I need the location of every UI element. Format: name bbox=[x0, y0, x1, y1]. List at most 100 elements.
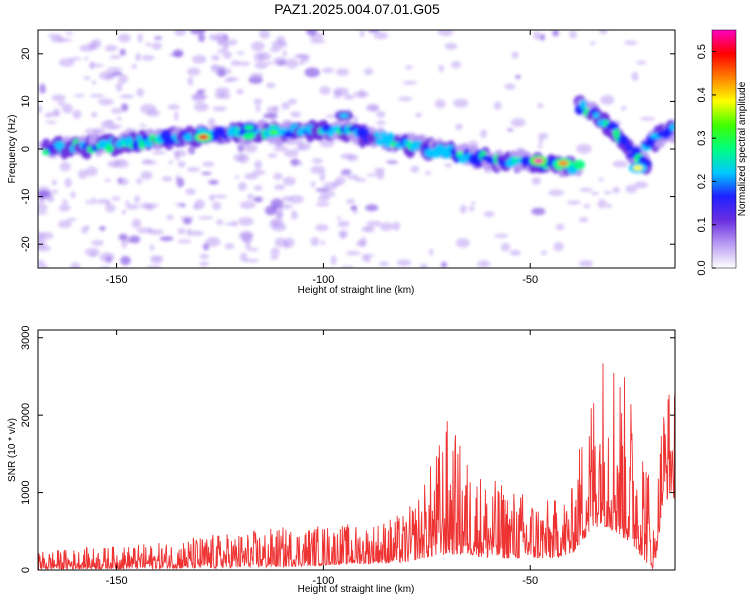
spectrogram-speckle bbox=[172, 49, 184, 58]
spectrogram-speckle bbox=[244, 143, 258, 153]
spectrogram-speckle bbox=[141, 55, 155, 61]
spectrogram-speckle bbox=[190, 30, 206, 35]
spectrogram-speckle bbox=[212, 201, 221, 211]
spectrogram-speckle bbox=[70, 190, 76, 199]
spectrogram-speckle bbox=[354, 178, 367, 182]
spectrogram-speckle bbox=[345, 250, 361, 256]
spectrogram-speckle bbox=[386, 160, 398, 164]
spectrogram-speckle bbox=[111, 196, 121, 201]
spectrogram-speckle bbox=[263, 113, 278, 119]
spectrogram-speckle bbox=[38, 211, 49, 215]
spectrogram-speckle bbox=[62, 199, 68, 205]
spectrogram-speckle bbox=[368, 30, 380, 33]
spectrogram-speckle bbox=[509, 249, 521, 256]
spectrogram-speckle bbox=[185, 188, 196, 195]
spectrogram-speckle bbox=[136, 178, 143, 185]
spectrogram-speckle bbox=[323, 182, 337, 191]
spectrogram-speckle bbox=[57, 220, 73, 228]
spectrogram-speckle bbox=[537, 132, 549, 140]
spectrogram-speckle bbox=[197, 89, 206, 94]
spectrogram-speckle bbox=[175, 202, 184, 207]
snr-y-tick-label: 1000 bbox=[20, 480, 32, 504]
colorbar: 0.0 0.1 0.2 0.3 0.4 0.5 Normalized spectral a… bbox=[696, 29, 748, 276]
spectrogram-speckle bbox=[83, 76, 91, 80]
spectrogram-speckle bbox=[174, 111, 179, 122]
spectrogram-speckle bbox=[281, 102, 291, 110]
spectrogram-speckle bbox=[90, 112, 98, 118]
spectrogram-speckle bbox=[578, 260, 594, 268]
spectrogram-speckle bbox=[510, 118, 526, 127]
spectrogram-speckle bbox=[311, 158, 324, 164]
spectrogram-speckle bbox=[38, 105, 43, 111]
spectrogram-cell bbox=[131, 140, 140, 150]
spectrogram-cell bbox=[373, 131, 381, 139]
spectrogram-speckle bbox=[177, 239, 192, 244]
spectrogram-x-tick-label: -150 bbox=[106, 274, 128, 286]
spectrogram-speckle bbox=[373, 31, 389, 40]
spectrogram-speckle bbox=[504, 83, 516, 90]
spectrogram-speckle bbox=[85, 247, 100, 257]
spectrogram-speckle bbox=[177, 160, 186, 168]
spectrogram-speckle bbox=[118, 74, 129, 84]
spectrogram-speckle bbox=[136, 88, 145, 97]
spectrogram-speckle bbox=[340, 265, 355, 268]
spectrogram-speckle bbox=[553, 241, 564, 252]
spectrogram-speckle bbox=[186, 166, 200, 173]
spectrogram-speckle bbox=[396, 259, 412, 267]
spectrogram-speckle bbox=[624, 40, 638, 46]
spectrogram-speckle bbox=[266, 61, 274, 65]
spectrogram-speckle bbox=[254, 159, 263, 170]
spectrogram-x-axis-label: Height of straight line (km) bbox=[298, 285, 415, 296]
spectrogram-speckle bbox=[468, 206, 475, 212]
spectrogram-speckle bbox=[265, 82, 276, 89]
spectrogram-speckle bbox=[279, 204, 293, 209]
spectrogram-speckle bbox=[73, 94, 85, 98]
spectrogram-speckle bbox=[450, 61, 462, 69]
spectrogram-speckle bbox=[85, 200, 92, 204]
spectrogram-speckle bbox=[45, 120, 58, 124]
colorbar-tick-label: 0.3 bbox=[696, 131, 708, 146]
spectrogram-speckle bbox=[239, 201, 256, 209]
spectrogram-speckle bbox=[634, 181, 648, 189]
spectrogram-y-tick-label: -20 bbox=[20, 236, 32, 252]
spectrogram-speckle bbox=[290, 210, 298, 220]
spectrogram-speckle bbox=[109, 55, 122, 59]
spectrogram-x-tick-label: -50 bbox=[522, 274, 538, 286]
spectrogram-speckle bbox=[193, 102, 209, 112]
spectrogram-speckle bbox=[99, 226, 106, 231]
spectrogram-speckle bbox=[398, 96, 413, 102]
spectrogram-speckle bbox=[494, 233, 509, 238]
spectrogram-speckle bbox=[119, 48, 126, 56]
spectrogram-speckle bbox=[197, 216, 214, 220]
spectrogram-speckle bbox=[117, 33, 131, 43]
spectrogram-speckle bbox=[214, 32, 228, 42]
snr-y-tick-label: 3000 bbox=[20, 325, 32, 349]
spectrogram-speckle bbox=[84, 225, 91, 229]
spectrogram-speckle bbox=[205, 236, 221, 247]
snr-x-axis-label: Height of straight line (km) bbox=[298, 584, 415, 595]
spectrogram-speckle bbox=[175, 174, 181, 184]
spectrogram-speckle bbox=[598, 177, 604, 182]
spectrogram-speckle bbox=[253, 52, 266, 63]
spectrogram-speckle bbox=[234, 175, 240, 179]
colorbar-tick-label: 0.2 bbox=[696, 174, 708, 189]
spectrogram-speckle bbox=[210, 64, 219, 73]
spectrogram-speckle bbox=[253, 196, 263, 203]
spectrogram-speckle bbox=[150, 257, 163, 264]
spectrogram-hotspot-core bbox=[268, 129, 279, 135]
spectrogram-speckle bbox=[117, 178, 129, 186]
spectrogram-speckle bbox=[612, 160, 628, 168]
spectrogram-speckle bbox=[376, 170, 385, 180]
spectrogram-speckle bbox=[222, 51, 233, 59]
spectrogram-speckle bbox=[290, 111, 302, 118]
spectrogram-speckle bbox=[250, 72, 264, 79]
spectrogram-speckle bbox=[38, 203, 48, 212]
spectrogram-cell bbox=[579, 100, 587, 110]
spectrogram-speckle bbox=[106, 67, 123, 72]
spectrogram-speckle bbox=[304, 67, 321, 78]
spectrogram-speckle bbox=[151, 42, 162, 50]
spectrogram-speckle bbox=[255, 103, 261, 113]
spectrogram-speckle bbox=[174, 149, 187, 157]
spectrogram-y-tick-label: 10 bbox=[20, 95, 32, 107]
spectrogram-speckle bbox=[118, 233, 129, 241]
